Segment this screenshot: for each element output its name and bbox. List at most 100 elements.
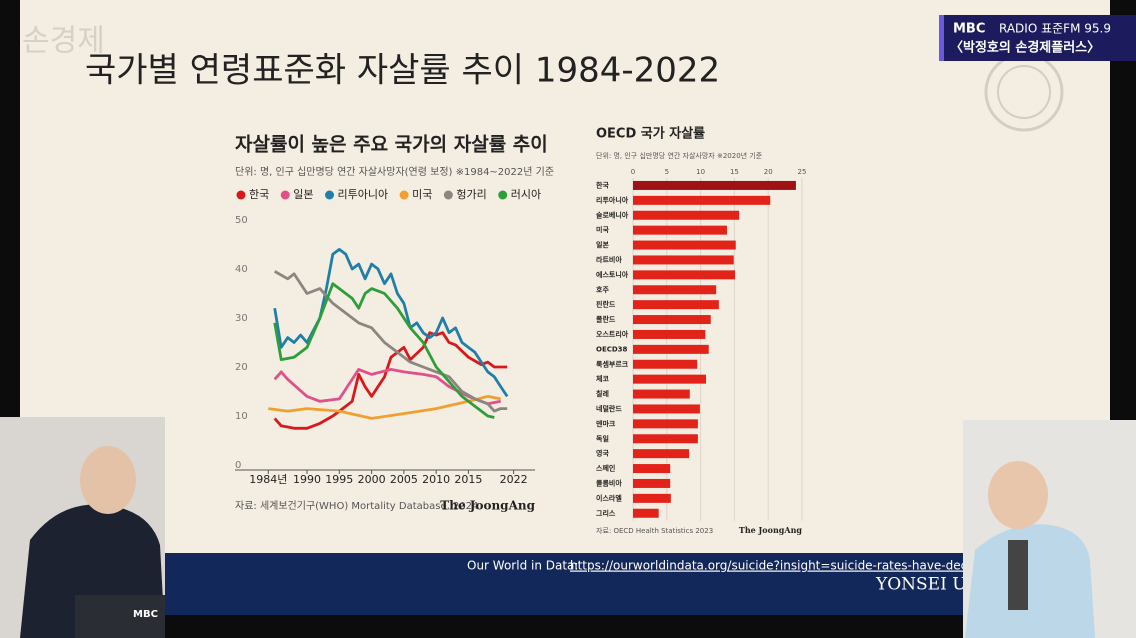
x-tick-label: 1995 — [325, 473, 353, 486]
bar — [633, 464, 671, 474]
banner-accent — [939, 15, 944, 61]
x-tick-label: 5 — [665, 168, 669, 176]
y-tick-label: 콜롬비아 — [596, 478, 622, 487]
legend-label: 일본 — [293, 187, 313, 201]
bar — [633, 210, 740, 220]
channel-logo: MBC — [953, 22, 985, 37]
bar — [633, 180, 796, 190]
y-tick-label: 스페인 — [596, 464, 615, 473]
laptop — [75, 595, 165, 638]
bar-chart-source: 자료: OECD Health Statistics 2023 — [596, 526, 713, 535]
x-tick-label: 0 — [631, 168, 635, 176]
bar — [633, 493, 671, 503]
slide-title: 국가별 연령표준화 자살률 추이 1984-2022 — [85, 51, 720, 91]
bar — [633, 419, 698, 429]
y-tick-label: 이스라엘 — [596, 493, 622, 502]
slide — [20, 0, 1110, 615]
y-tick-label: 체코 — [596, 374, 609, 383]
y-tick-label: 호주 — [596, 285, 609, 294]
bar — [633, 478, 671, 488]
y-tick-label: 덴마크 — [596, 419, 616, 428]
bar — [633, 300, 719, 310]
y-tick-label: 폴란드 — [596, 315, 616, 324]
y-tick-label: 한국 — [596, 180, 609, 189]
y-tick-label: 리투아니아 — [596, 195, 629, 204]
y-tick-label: 칠레 — [596, 389, 609, 398]
y-tick-label: 미국 — [596, 225, 609, 234]
legend-marker — [236, 190, 246, 200]
bar — [633, 315, 711, 325]
bar — [633, 389, 690, 399]
face-right — [988, 461, 1048, 529]
y-tick-label: 독일 — [596, 434, 609, 443]
bar-chart-subtitle: 단위: 명, 인구 십만명당 연간 자살사망자 ※2020년 기준 — [596, 151, 763, 160]
y-tick-label: 0 — [235, 460, 241, 471]
y-tick-label: 슬로베니아 — [596, 210, 629, 219]
banner — [939, 15, 1136, 61]
y-tick-label: 영국 — [596, 449, 609, 458]
program: 〈박정호의 손경제플러스〉 — [950, 40, 1100, 56]
y-tick-label: 그리스 — [596, 508, 616, 517]
footer-link[interactable]: https://ourworldindata.org/suicide?insig… — [570, 559, 1028, 573]
footer-label: Our World in Data: — [467, 559, 578, 573]
x-tick-label: 2022 — [500, 473, 528, 486]
x-tick-label: 2015 — [454, 473, 482, 486]
y-tick-label: 에스토니아 — [596, 270, 629, 279]
line-chart-source: 자료: 세계보건기구(WHO) Mortality Database, 2024 — [235, 500, 478, 512]
mic-logo: MBC — [133, 609, 158, 620]
legend-label: 리투아니아 — [338, 188, 389, 201]
x-tick-label: 1984년 — [249, 473, 287, 486]
footer-bar — [165, 553, 963, 615]
bar — [633, 255, 734, 265]
bar — [633, 240, 736, 250]
legend-marker — [498, 190, 508, 200]
publisher: The JoongAng — [440, 499, 535, 513]
bar — [633, 285, 717, 295]
bar — [633, 195, 771, 205]
x-tick-label: 2000 — [358, 473, 386, 486]
y-tick-label: 20 — [235, 362, 248, 373]
face-left — [80, 446, 136, 514]
x-tick-label: 2010 — [422, 473, 450, 486]
x-tick-label: 20 — [764, 168, 773, 176]
bar — [633, 434, 698, 444]
person-right — [965, 524, 1095, 638]
y-tick-label: 핀란드 — [596, 300, 616, 309]
seal-inner — [997, 65, 1051, 119]
bar — [633, 449, 690, 459]
y-tick-label: 40 — [235, 264, 248, 275]
bar — [633, 270, 736, 280]
legend-marker — [325, 190, 334, 200]
x-tick-label: 25 — [798, 168, 807, 176]
legend-label: 미국 — [412, 188, 432, 201]
x-tick-label: 1990 — [293, 473, 321, 486]
legend-marker — [280, 190, 290, 200]
mic-right — [1008, 540, 1028, 610]
legend-label: 한국 — [249, 188, 269, 201]
x-tick-label: 15 — [730, 168, 739, 176]
line-series — [274, 270, 508, 413]
channel: RADIO 표준FM 95.9 — [999, 22, 1111, 36]
y-tick-label: 네덜란드 — [596, 404, 622, 413]
bar — [633, 359, 698, 369]
line-series — [273, 282, 495, 419]
legend-marker — [399, 190, 409, 200]
y-tick-label: 오스트리아 — [596, 329, 629, 338]
y-tick-label: 10 — [235, 411, 248, 422]
legend-label: 헝가리 — [456, 188, 486, 201]
y-tick-label: 룩셈부르크 — [596, 359, 629, 368]
y-tick-label: 일본 — [596, 240, 609, 249]
footer-logo: YONSEI U — [875, 575, 967, 595]
legend-label: 러시아 — [511, 188, 541, 201]
bar-chart-title: OECD 국가 자살률 — [596, 126, 705, 142]
y-tick-label: 30 — [235, 313, 248, 324]
y-tick-label: 50 — [235, 215, 248, 226]
x-tick-label: 10 — [696, 168, 705, 176]
x-tick-label: 2005 — [390, 473, 418, 486]
y-tick-label: OECD38 — [596, 345, 628, 353]
bar — [633, 508, 659, 518]
line-series — [273, 331, 508, 430]
bar — [633, 329, 706, 339]
line-chart-subtitle: 단위: 명, 인구 십만명당 연간 자살사망자(연령 보정) ※1984~202… — [235, 165, 554, 178]
